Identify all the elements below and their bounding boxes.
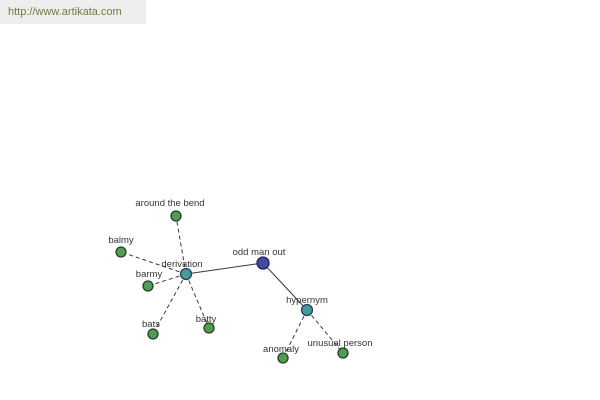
graph-node-label-unusual-person[interactable]: unusual person <box>308 338 373 349</box>
graph-node-anomaly[interactable] <box>277 352 289 364</box>
graph-node-odd-man-out[interactable] <box>256 256 270 270</box>
graph-node-label-odd-man-out[interactable]: odd man out <box>233 247 286 258</box>
graph-node-label-balmy[interactable]: balmy <box>108 235 134 246</box>
graph-node-hypernym[interactable] <box>300 303 314 317</box>
graph-node-bats[interactable] <box>147 328 159 340</box>
graph-node-around-the-bend[interactable] <box>170 210 182 222</box>
url-label: http://www.artikata.com <box>8 6 122 18</box>
graph-node-label-hypernym[interactable]: hypernym <box>286 295 328 306</box>
graph-node-batty[interactable] <box>203 322 215 334</box>
graph-edge-derivation-odd-man-out <box>185 262 264 275</box>
graph-edge-odd-man-out-hypernym <box>262 262 308 311</box>
graph-edge-derivation-balmy <box>120 251 187 275</box>
graph-edge-derivation-around-the-bend <box>175 215 187 275</box>
graph-node-label-anomaly[interactable]: anomaly <box>263 344 299 355</box>
graph-edge-hypernym-unusual-person <box>306 309 344 354</box>
edges-layer <box>120 215 344 359</box>
graph-node-label-around-the-bend[interactable]: around the bend <box>135 198 204 209</box>
graph-edge-derivation-bats <box>152 273 187 335</box>
graph-node-balmy[interactable] <box>115 246 127 258</box>
labels-layer: around the bend balmy barmy bats batty deriva… <box>108 198 372 355</box>
graph-edge-derivation-batty <box>185 273 210 329</box>
graph-node-label-derivation[interactable]: derivation <box>161 259 202 270</box>
graph-node-unusual-person[interactable] <box>337 347 349 359</box>
graph-node-barmy[interactable] <box>142 280 154 292</box>
graph-node-derivation[interactable] <box>179 267 193 281</box>
graph-node-label-batty[interactable]: batty <box>196 314 217 325</box>
graph-node-label-barmy[interactable]: barmy <box>136 269 163 280</box>
graph-edge-hypernym-anomaly <box>282 309 308 359</box>
nodes-layer <box>115 210 349 364</box>
graph-node-label-bats[interactable]: bats <box>142 319 160 330</box>
url-label-bar: http://www.artikata.com <box>0 0 146 24</box>
